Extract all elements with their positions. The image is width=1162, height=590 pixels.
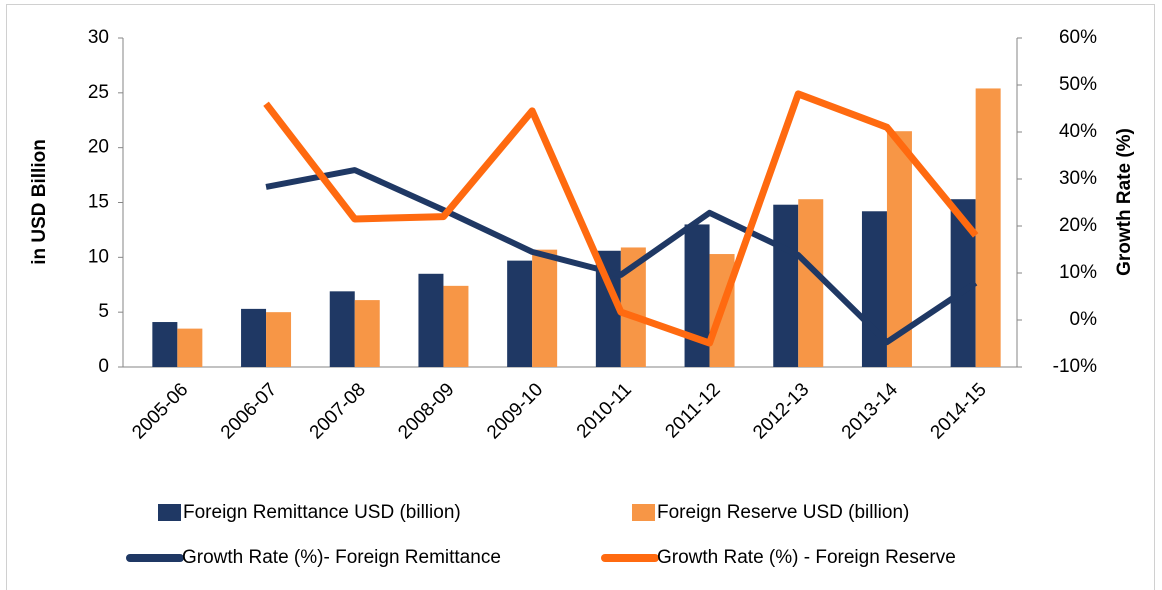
x-tick-label: 2008-09: [394, 379, 458, 443]
line: [263, 90, 979, 347]
y2-tick-label: 40%: [1059, 121, 1097, 142]
bar: [241, 308, 267, 367]
y2-tick-label: 50%: [1059, 74, 1097, 95]
bar: [684, 224, 710, 367]
legend-label: Foreign Reserve USD (billion): [657, 502, 909, 523]
y-tick-label: 0: [98, 356, 109, 377]
y2-tick-label: 30%: [1059, 168, 1097, 189]
line: [265, 167, 978, 346]
x-tick-label: 2014-15: [927, 379, 991, 443]
x-tick-label: 2013-14: [838, 379, 902, 443]
y2-tick-label: 0%: [1070, 309, 1098, 330]
bar: [443, 285, 469, 367]
x-tick-label: 2006-07: [217, 379, 281, 443]
legend-swatch: [158, 504, 181, 521]
y2-tick-label: -10%: [1053, 356, 1097, 377]
x-tick-label: 2009-10: [483, 379, 547, 443]
y2-tick-label: 60%: [1059, 27, 1097, 48]
bar: [418, 273, 444, 367]
y-tick-label: 20: [88, 137, 109, 158]
bar: [329, 291, 355, 367]
legend-label: Growth Rate (%) - Foreign Reserve: [657, 547, 956, 568]
legend-label: Foreign Remittance USD (billion): [183, 502, 461, 523]
y-tick-label: 30: [88, 27, 109, 48]
bar: [266, 312, 292, 367]
bar: [773, 204, 799, 367]
bar: [861, 211, 887, 367]
bar: [152, 322, 178, 367]
x-tick-label: 2007-08: [306, 379, 370, 443]
bar: [177, 328, 203, 367]
bar: [975, 88, 1001, 368]
bar: [507, 260, 533, 367]
y-tick-label: 15: [88, 192, 109, 213]
y2-tick-label: 10%: [1059, 262, 1097, 283]
chart-frame: [6, 4, 1155, 590]
bar: [354, 300, 380, 367]
y-tick-label: 5: [98, 301, 109, 322]
legend-swatch: [632, 504, 655, 521]
bar: [798, 199, 824, 367]
y-axis-label: in USD Billion: [29, 139, 50, 265]
x-tick-label: 2012-13: [749, 379, 813, 443]
x-tick-label: 2010-11: [573, 379, 636, 442]
y-tick-label: 10: [88, 246, 109, 267]
y2-axis-label: Growth Rate (%): [1114, 128, 1135, 276]
x-tick-label: 2011-12: [661, 379, 724, 442]
legend-label: Growth Rate (%)- Foreign Remittance: [182, 547, 501, 568]
bar: [532, 249, 558, 367]
x-tick-label: 2005-06: [128, 379, 192, 443]
y-tick-label: 25: [88, 82, 109, 103]
y2-tick-label: 20%: [1059, 215, 1097, 236]
